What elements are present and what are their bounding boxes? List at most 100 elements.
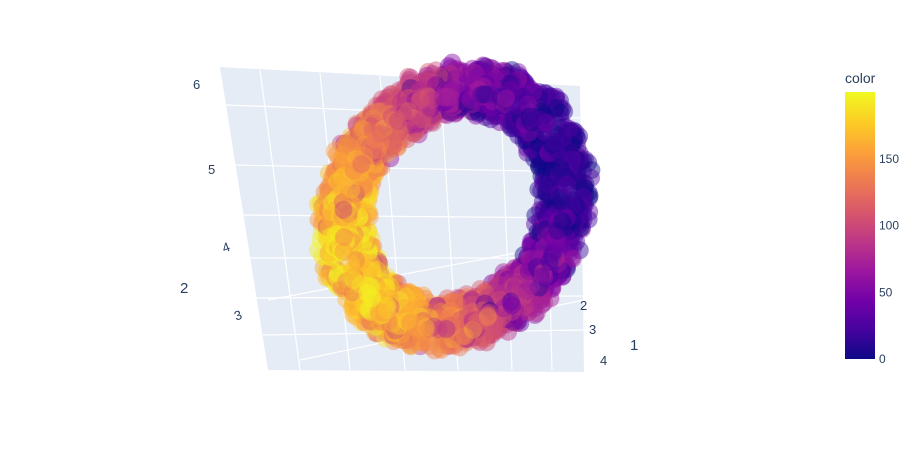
- scatter-point: [511, 76, 529, 95]
- scatter-point: [551, 129, 570, 148]
- scatter-point: [562, 248, 581, 267]
- scatter-point: [380, 324, 399, 343]
- scatter-point: [466, 328, 485, 346]
- scatter-point: [479, 326, 498, 345]
- scatter-point: [513, 74, 532, 93]
- scatter-point: [441, 80, 460, 99]
- scatter-point: [337, 135, 356, 154]
- scatter-point: [360, 241, 378, 260]
- scatter-point: [376, 281, 395, 300]
- scatter-point: [391, 115, 410, 134]
- scatter-point: [355, 177, 374, 196]
- scatter-point: [324, 251, 343, 270]
- scatter-point: [322, 168, 341, 187]
- scatter-point: [423, 65, 442, 84]
- scatter-point: [451, 307, 470, 326]
- scatter-point: [416, 322, 434, 341]
- scatter-point: [445, 92, 464, 111]
- scatter-point: [574, 194, 593, 213]
- scatter-point: [530, 156, 548, 175]
- scatter-point: [472, 86, 491, 105]
- scatter-point: [468, 95, 487, 114]
- scatter-point: [541, 201, 560, 220]
- scatter-point: [368, 299, 387, 318]
- scatter-point: [329, 238, 347, 257]
- scatter-point: [374, 95, 393, 114]
- scatter-point: [518, 87, 536, 106]
- scatter-point: [336, 232, 355, 251]
- scatter-point: [455, 313, 474, 331]
- scatter-point: [439, 318, 458, 337]
- scatter-point: [535, 284, 553, 302]
- scatter-point: [327, 190, 346, 209]
- scatter-point: [493, 269, 512, 288]
- scatter-point: [562, 226, 581, 245]
- scatter-point: [413, 110, 432, 129]
- scatter-point: [505, 116, 524, 135]
- scatter-point: [364, 109, 383, 128]
- scatter-point: [548, 267, 567, 286]
- scatter-point: [335, 150, 354, 168]
- scatter-point: [555, 221, 573, 240]
- scatter-point: [443, 96, 462, 115]
- scatter-point: [433, 309, 451, 328]
- scatter-point: [547, 146, 566, 165]
- scatter-point: [367, 275, 386, 294]
- scatter-point: [562, 146, 581, 165]
- scatter-point: [334, 200, 353, 219]
- scatter-point: [438, 289, 457, 308]
- scatter-point: [474, 305, 493, 324]
- scatter-point: [360, 264, 379, 282]
- scatter-point: [561, 159, 580, 178]
- colorbar-tick-label: 50: [879, 285, 893, 299]
- scatter-point: [474, 330, 493, 349]
- scatter-point: [332, 278, 351, 297]
- scatter-point: [524, 254, 543, 273]
- scatter-point: [428, 296, 447, 315]
- scatter-point: [471, 297, 489, 315]
- scatter-point: [366, 268, 385, 287]
- scatter-point: [328, 172, 347, 191]
- scatter-point: [386, 273, 405, 292]
- scatter-point: [365, 130, 384, 149]
- scatter-point: [431, 302, 450, 321]
- scatter-point: [367, 276, 386, 295]
- scatter-point: [328, 264, 347, 283]
- scatter-point: [487, 273, 506, 291]
- scatter-point: [477, 329, 496, 348]
- scatter-point: [504, 277, 523, 296]
- scatter-point: [504, 272, 523, 291]
- scatter-point: [431, 330, 450, 348]
- scatter-point: [365, 156, 383, 174]
- scatter-point: [473, 326, 492, 345]
- scatter-point: [563, 216, 582, 235]
- scatter-point: [360, 167, 379, 186]
- scatter-point: [545, 125, 564, 144]
- scatter-point: [426, 76, 445, 95]
- scatter-point: [363, 264, 382, 283]
- scatter-point: [478, 294, 497, 313]
- scatter-point: [384, 109, 403, 128]
- scatter-point: [555, 169, 573, 188]
- scatter-point: [364, 237, 383, 256]
- scatter-point: [349, 262, 368, 281]
- scatter-point: [426, 89, 445, 107]
- scatter-point: [326, 259, 345, 278]
- scatter-point: [437, 101, 456, 120]
- scatter-point: [543, 166, 561, 185]
- scatter-point: [344, 289, 363, 308]
- scatter-point: [394, 303, 413, 322]
- scatter-point: [324, 229, 343, 248]
- scatter-point: [512, 299, 531, 318]
- scatter-point: [511, 266, 530, 284]
- scatter-point: [455, 302, 474, 321]
- scatter-point: [579, 183, 598, 202]
- scatter-point: [490, 83, 509, 102]
- scatter-point: [376, 139, 395, 158]
- scatter-point: [438, 304, 456, 323]
- scatter-point: [351, 194, 370, 213]
- scatter-point: [490, 317, 509, 336]
- scatter-point: [363, 122, 382, 141]
